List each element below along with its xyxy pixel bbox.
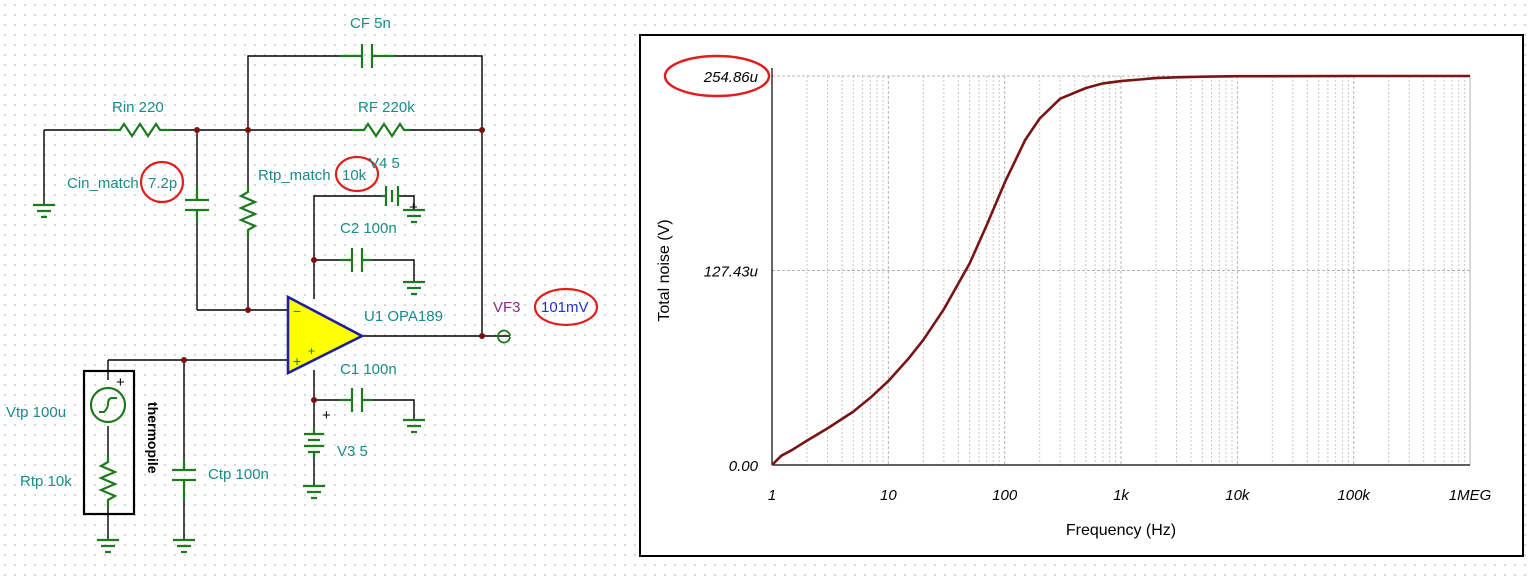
chart-series: [771, 74, 1470, 466]
ground-ctp: [173, 538, 195, 554]
cin-match-label: Cin_match: [67, 175, 139, 192]
y-tick-label: 0.00: [729, 458, 759, 475]
ground-rin: [33, 203, 55, 219]
x-tick-label: 1MEG: [1449, 487, 1492, 504]
vf3-value: 101mV: [541, 299, 589, 316]
vf3-highlight-circle: [533, 287, 599, 327]
vtp-label: Vtp 100u: [6, 404, 66, 421]
thermopile-label: thermopile: [145, 402, 161, 474]
battery-v4[interactable]: V4 5 +: [369, 155, 418, 216]
x-tick-label: 100k: [1337, 487, 1371, 504]
resistor-rin[interactable]: Rin 220: [108, 99, 172, 138]
y-axis-label: Total noise (V): [656, 219, 673, 321]
capacitor-ctp[interactable]: Ctp 100n: [172, 460, 269, 500]
y-tick-label: 127.43u: [704, 264, 759, 281]
noise-plot-panel: 1 10 100 1k 10k 100k 1MEG 0.00 127.43u 254.86u Fr…: [639, 34, 1524, 557]
v4-label: V4 5: [369, 155, 400, 172]
v4-plus-sign: +: [409, 199, 418, 216]
wires: [43, 55, 510, 540]
u1-label: U1 OPA189: [364, 308, 443, 325]
capacitor-cin-match[interactable]: Cin_match 7.2p: [67, 160, 209, 222]
cin-highlight-circle: [139, 160, 185, 204]
probe-vf3[interactable]: VF3 101mV: [493, 287, 599, 344]
resistor-rf[interactable]: RF 220k: [352, 99, 415, 138]
svg-text:+: +: [308, 344, 315, 358]
svg-text:+: +: [293, 353, 301, 369]
v3-label: V3 5: [337, 443, 368, 460]
thermopile-box[interactable]: + Vtp 100u Rtp 10k thermopile: [6, 369, 161, 516]
c1-label: C1 100n: [340, 361, 397, 378]
resistor-rtp-match[interactable]: Rtp_match 10k: [238, 155, 380, 238]
vtp-source-icon: [89, 386, 127, 424]
x-tick-label: 100: [992, 487, 1018, 504]
y-tick-label: 254.86u: [703, 69, 759, 86]
vf3-label: VF3: [493, 299, 521, 316]
x-tick-label: 10k: [1225, 487, 1251, 504]
ground-thermopile: [97, 538, 119, 554]
capacitor-c1[interactable]: C1 100n: [340, 361, 397, 412]
rf-label: RF 220k: [358, 99, 415, 116]
noise-curve: [771, 74, 1470, 466]
ground-c1: [403, 418, 425, 434]
ground-v3: [303, 484, 325, 500]
c2-label: C2 100n: [340, 220, 397, 237]
capacitor-cf[interactable]: CF 5n: [340, 15, 395, 68]
battery-v3[interactable]: + V3 5: [304, 407, 368, 460]
capacitor-c2[interactable]: C2 100n: [340, 220, 397, 272]
x-axis-label: Frequency (Hz): [1066, 522, 1176, 539]
rtp-match-highlight-circle: [334, 155, 380, 193]
x-tick-label: 1k: [1113, 487, 1130, 504]
rtp-match-value: 10k: [342, 167, 367, 184]
noise-chart: 1 10 100 1k 10k 100k 1MEG 0.00 127.43u 254.86u Fr…: [656, 54, 1492, 539]
chart-ticks: 1 10 100 1k 10k 100k 1MEG 0.00 127.43u 254.86u: [663, 54, 1492, 504]
junction-dots: [181, 127, 485, 403]
chart-grid: [771, 68, 1471, 466]
cf-label: CF 5n: [350, 15, 391, 32]
ground-v4: [403, 208, 425, 224]
x-tick-label: 1: [768, 487, 776, 504]
v3-plus-sign: +: [322, 407, 331, 424]
x-tick-label: 10: [880, 487, 897, 504]
svg-text:+: +: [116, 374, 125, 391]
opamp-u1[interactable]: − + + U1 OPA189: [286, 294, 443, 376]
cin-match-value: 7.2p: [148, 175, 177, 192]
circuit-schematic: CF 5n Rin 220 RF 220k Cin_match 7.2p Rtp…: [6, 15, 599, 554]
rtp-label: Rtp 10k: [20, 473, 72, 490]
rin-label: Rin 220: [112, 99, 164, 116]
ctp-label: Ctp 100n: [208, 466, 269, 483]
ground-c2: [403, 280, 425, 296]
svg-text:−: −: [293, 303, 301, 319]
rtp-match-label: Rtp_match: [258, 167, 331, 184]
y-tick-highlight-circle: [663, 54, 771, 98]
